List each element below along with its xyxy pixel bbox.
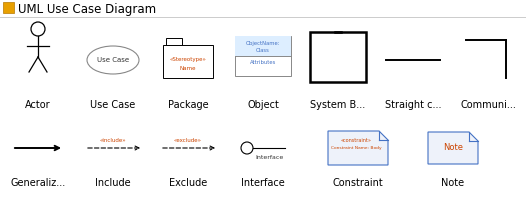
Text: Straight c...: Straight c... bbox=[385, 100, 441, 110]
Polygon shape bbox=[428, 132, 478, 164]
Text: Package: Package bbox=[168, 100, 208, 110]
Polygon shape bbox=[328, 131, 388, 165]
Text: Note: Note bbox=[441, 178, 464, 188]
Text: System B...: System B... bbox=[310, 100, 366, 110]
Text: Note: Note bbox=[443, 143, 463, 152]
Text: Exclude: Exclude bbox=[169, 178, 207, 188]
Text: Interface: Interface bbox=[241, 178, 285, 188]
Text: Actor: Actor bbox=[25, 100, 51, 110]
Text: «exclude»: «exclude» bbox=[174, 139, 202, 143]
Text: Name: Name bbox=[180, 66, 196, 71]
Text: Use Case: Use Case bbox=[97, 57, 129, 63]
Text: Communi...: Communi... bbox=[460, 100, 516, 110]
Text: ObjectName:: ObjectName: bbox=[246, 41, 280, 46]
Text: Interface: Interface bbox=[255, 155, 283, 160]
FancyBboxPatch shape bbox=[235, 36, 291, 76]
FancyBboxPatch shape bbox=[3, 2, 14, 13]
Text: «Stereotype»: «Stereotype» bbox=[169, 58, 206, 62]
Text: Object: Object bbox=[247, 100, 279, 110]
Text: Use Case: Use Case bbox=[90, 100, 136, 110]
FancyBboxPatch shape bbox=[163, 45, 213, 78]
Text: Class: Class bbox=[256, 48, 270, 53]
Text: Constraint Name: Body: Constraint Name: Body bbox=[331, 146, 381, 150]
Text: UML Use Case Diagram: UML Use Case Diagram bbox=[18, 4, 156, 17]
Text: Generaliz...: Generaliz... bbox=[11, 178, 66, 188]
Text: «constraint»: «constraint» bbox=[340, 138, 371, 143]
Text: Attributes: Attributes bbox=[250, 60, 276, 65]
FancyBboxPatch shape bbox=[310, 32, 366, 82]
Text: «include»: «include» bbox=[100, 139, 126, 143]
FancyBboxPatch shape bbox=[235, 36, 291, 56]
Text: Constraint: Constraint bbox=[332, 178, 383, 188]
Text: Include: Include bbox=[95, 178, 131, 188]
FancyBboxPatch shape bbox=[166, 38, 182, 45]
